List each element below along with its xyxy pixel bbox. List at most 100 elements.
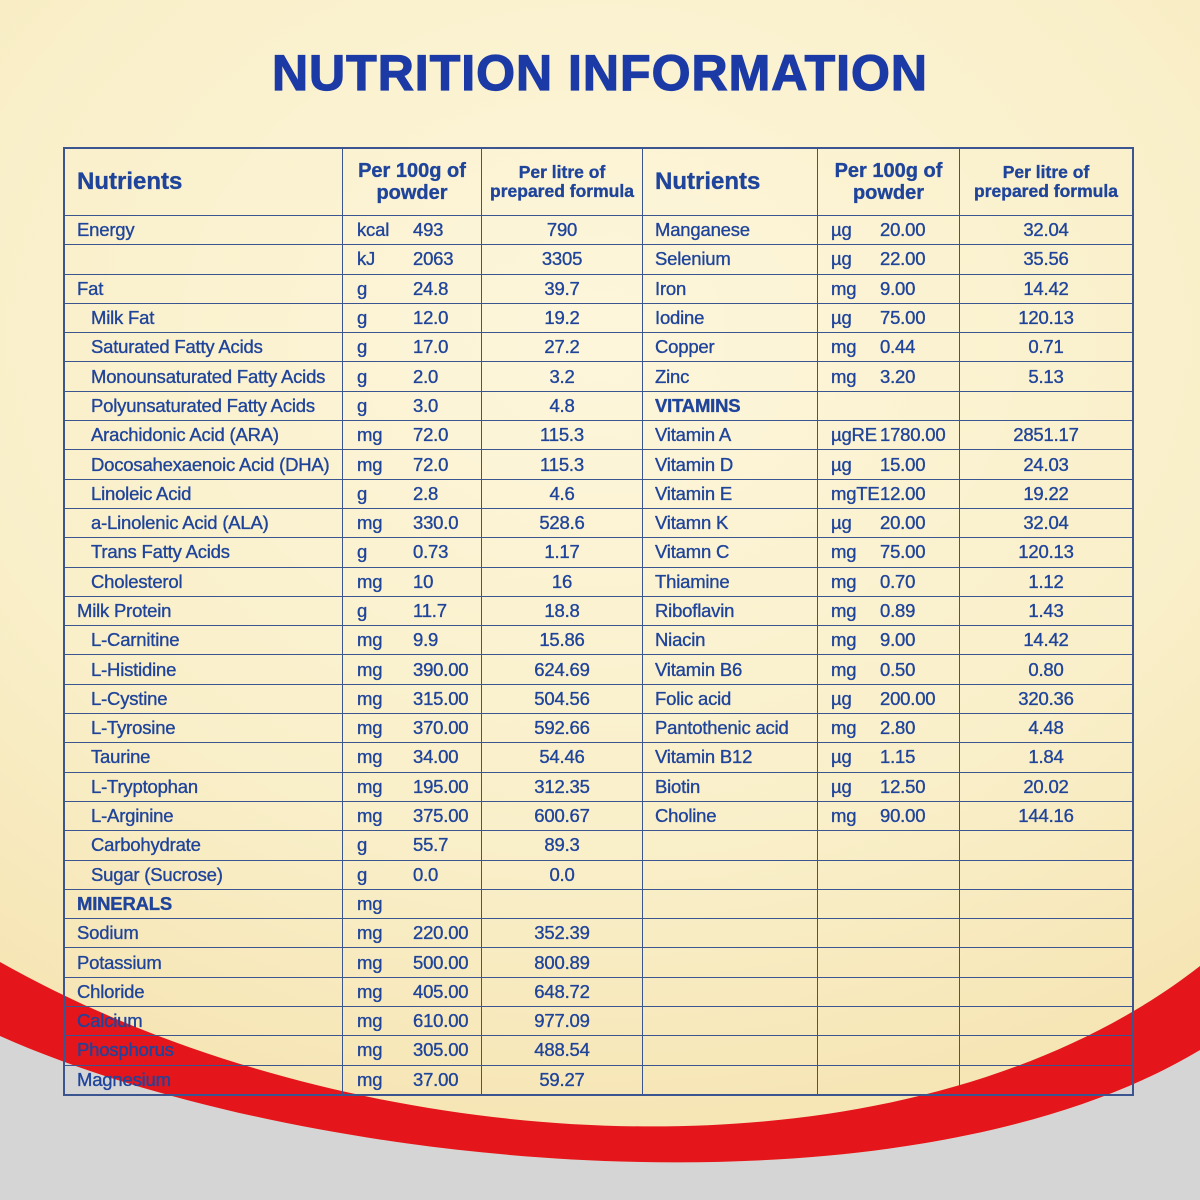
unit: mg <box>831 658 857 680</box>
value-per-litre-left-1: 3305 <box>481 244 642 274</box>
unit: mgTE <box>831 482 880 504</box>
per-100g-cell-right-27 <box>817 1006 959 1036</box>
value-per-litre-left-20: 600.67 <box>481 800 642 831</box>
unit: µg <box>831 453 852 475</box>
value-per-litre-right-21 <box>959 830 1132 860</box>
nutrition-table: Nutrients Per 100g of powder Per litre o… <box>63 147 1134 1096</box>
value-per-100g: 72.0 <box>413 453 449 475</box>
value-per-100g: 55.7 <box>413 834 449 856</box>
value-per-100g: 0.0 <box>413 863 439 885</box>
value-per-litre-left-8: 115.3 <box>481 449 642 479</box>
value-per-litre-right-23 <box>959 888 1132 919</box>
per-100g-cell-left-27: mg 610.00 <box>342 1006 481 1036</box>
nutrient-label-left-6: Polyunsaturated Fatty Acids <box>65 390 342 420</box>
value-per-100g: 75.00 <box>880 307 926 329</box>
value-per-100g: 375.00 <box>413 805 469 827</box>
value-per-100g: 0.73 <box>413 541 449 563</box>
nutrient-label-right-24 <box>642 918 817 948</box>
per-100g-cell-right-21 <box>817 830 959 860</box>
nutrient-label-right-2: Iron <box>642 273 817 303</box>
per-100g-cell-left-18: mg 34.00 <box>342 742 481 772</box>
value-per-litre-left-13: 18.8 <box>481 595 642 626</box>
unit: mg <box>357 453 383 475</box>
per-100g-cell-right-6 <box>817 390 959 421</box>
unit: g <box>357 365 368 387</box>
per-100g-cell-right-1: µg 22.00 <box>817 244 959 274</box>
value-per-litre-left-27: 977.09 <box>481 1006 642 1036</box>
value-per-litre-left-23 <box>481 888 642 919</box>
value-per-litre-right-4: 0.71 <box>959 332 1132 362</box>
unit: mg <box>357 805 383 827</box>
nutrient-label-left-14: L-Carnitine <box>65 625 342 654</box>
value-per-100g: 75.00 <box>880 541 926 563</box>
value-per-litre-left-22: 0.0 <box>481 859 642 889</box>
nutrient-label-right-27 <box>642 1006 817 1036</box>
per-100g-cell-left-29: mg 37.00 <box>342 1064 481 1094</box>
unit: µg <box>831 512 852 534</box>
unit: g <box>357 394 368 416</box>
value-per-litre-left-25: 800.89 <box>481 947 642 977</box>
unit: mg <box>831 365 857 387</box>
per-100g-cell-right-26 <box>817 976 959 1007</box>
unit: kcal <box>357 219 390 241</box>
nutrient-label-left-5: Monounsaturated Fatty Acids <box>65 361 342 390</box>
nutrient-label-left-9: Linoleic Acid <box>65 478 342 508</box>
unit: µg <box>831 219 852 241</box>
nutrient-label-right-26 <box>642 976 817 1007</box>
nutrient-label-right-7: Vitamin A <box>642 420 817 450</box>
value-per-litre-right-18: 1.84 <box>959 742 1132 772</box>
value-per-litre-right-1: 35.56 <box>959 244 1132 274</box>
value-per-litre-left-19: 312.35 <box>481 771 642 801</box>
unit: mg <box>357 775 383 797</box>
value-per-100g: 12.00 <box>880 482 926 504</box>
nutrient-label-left-11: Trans Fatty Acids <box>65 537 342 566</box>
nutrient-label-left-23: MINERALS <box>65 888 342 918</box>
value-per-100g: 10 <box>413 570 434 592</box>
unit: mg <box>357 512 383 534</box>
per-100g-cell-left-2: g 24.8 <box>342 273 481 303</box>
value-per-litre-right-16: 320.36 <box>959 683 1132 714</box>
value-per-litre-left-0: 790 <box>481 215 642 245</box>
value-per-litre-right-10: 32.04 <box>959 507 1132 538</box>
nutrient-label-right-22 <box>642 859 817 889</box>
unit: mg <box>831 541 857 563</box>
value-per-litre-left-17: 592.66 <box>481 713 642 743</box>
value-per-100g: 315.00 <box>413 687 469 709</box>
nutrient-label-right-16: Folic acid <box>642 683 817 714</box>
header-nutrients-left: Nutrients <box>77 167 183 195</box>
header-per-100g-left: Per 100g of powder <box>342 149 481 215</box>
value-per-100g: 330.0 <box>413 512 459 534</box>
per-100g-cell-right-13: mg 0.89 <box>817 595 959 626</box>
value-per-litre-right-13: 1.43 <box>959 595 1132 626</box>
per-100g-cell-left-25: mg 500.00 <box>342 947 481 977</box>
value-per-litre-left-10: 528.6 <box>481 507 642 538</box>
value-per-litre-right-17: 4.48 <box>959 713 1132 743</box>
nutrient-label-right-17: Pantothenic acid <box>642 713 817 743</box>
nutrient-label-right-28 <box>642 1035 817 1065</box>
value-per-100g: 20.00 <box>880 512 926 534</box>
nutrient-label-left-16: L-Cystine <box>65 683 342 713</box>
header-per-litre-left: Per litre of prepared formula <box>481 149 642 215</box>
value-per-litre-left-11: 1.17 <box>481 537 642 567</box>
value-per-100g: 1.15 <box>880 746 916 768</box>
value-per-100g: 3.20 <box>880 365 916 387</box>
value-per-100g: 220.00 <box>413 922 469 944</box>
per-100g-cell-left-22: g 0.0 <box>342 859 481 889</box>
value-per-litre-right-3: 120.13 <box>959 302 1132 333</box>
value-per-100g: 195.00 <box>413 775 469 797</box>
value-per-100g: 2063 <box>413 248 454 270</box>
unit: g <box>357 307 368 329</box>
value-per-litre-right-15: 0.80 <box>959 654 1132 684</box>
value-per-litre-right-11: 120.13 <box>959 537 1132 567</box>
nutrient-label-right-5: Zinc <box>642 361 817 391</box>
value-per-100g: 390.00 <box>413 658 469 680</box>
per-100g-cell-left-8: mg 72.0 <box>342 449 481 479</box>
per-100g-cell-left-21: g 55.7 <box>342 830 481 860</box>
page-title: NUTRITION INFORMATION <box>271 44 929 101</box>
value-per-100g: 90.00 <box>880 805 926 827</box>
value-per-100g: 405.00 <box>413 980 469 1002</box>
per-100g-cell-left-5: g 2.0 <box>342 361 481 391</box>
unit: mg <box>357 892 383 914</box>
unit: g <box>357 277 368 299</box>
